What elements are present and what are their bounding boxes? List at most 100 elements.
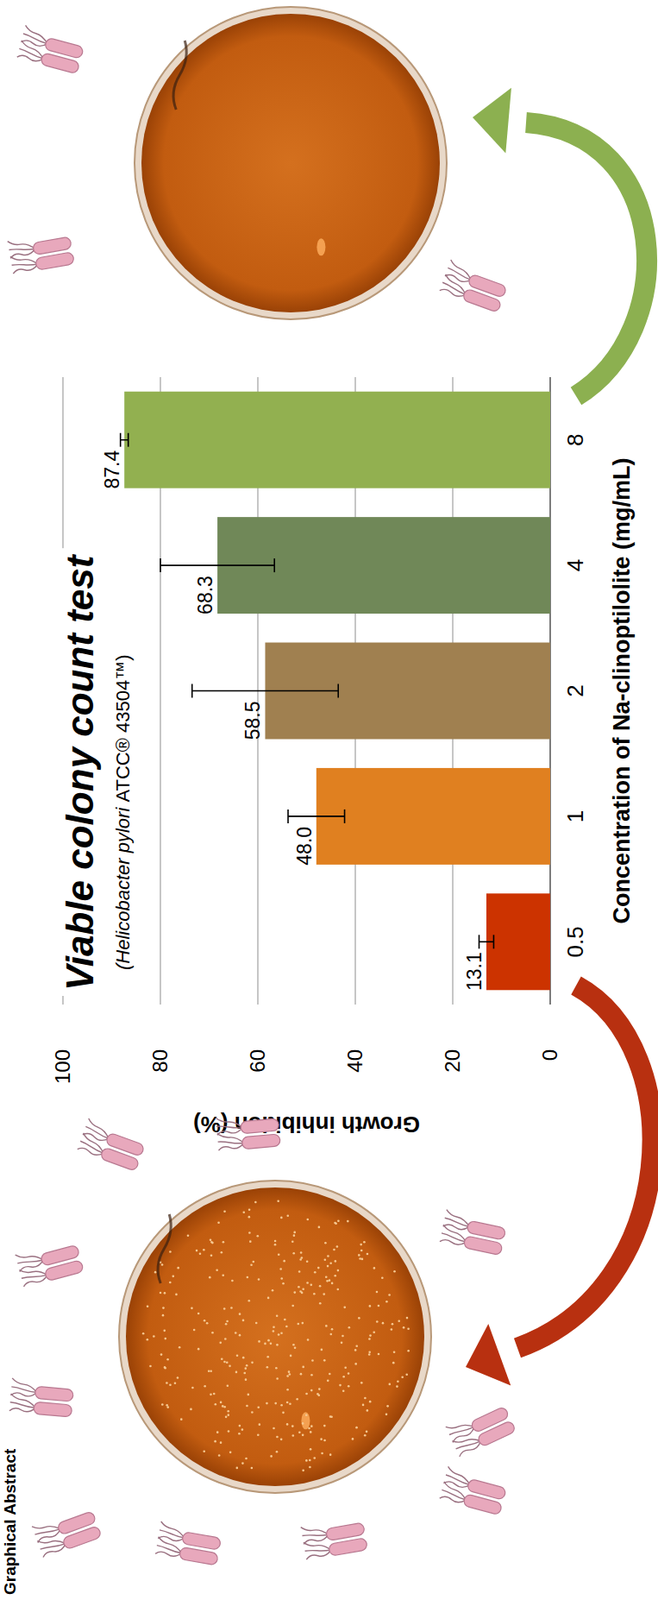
colony [329, 1452, 333, 1455]
bacterium-body [43, 37, 84, 59]
colony [316, 1391, 320, 1395]
colony [324, 1257, 327, 1260]
data-label: 58.5 [241, 701, 264, 740]
colony [256, 1234, 260, 1237]
colony [377, 1352, 381, 1355]
error-bar [120, 432, 129, 447]
colony [358, 1256, 362, 1260]
colony [407, 1348, 410, 1352]
colony [175, 1292, 178, 1296]
colony [244, 1456, 248, 1460]
colony [202, 1448, 206, 1452]
colony [337, 1287, 340, 1291]
colony [209, 1368, 213, 1372]
colony [275, 1435, 279, 1438]
flagellum [451, 1425, 477, 1442]
flagellum [443, 1220, 470, 1231]
colony [297, 1284, 301, 1288]
colony [298, 1269, 301, 1273]
colony [406, 1316, 409, 1319]
colony [235, 1370, 239, 1373]
colony [310, 1283, 314, 1286]
colony [393, 1349, 396, 1353]
colony [225, 1359, 229, 1363]
arrow-body [526, 122, 647, 396]
colony [369, 1333, 372, 1336]
colony [286, 1213, 289, 1216]
colony [301, 1286, 305, 1290]
colony [286, 1400, 289, 1404]
colony [169, 1382, 172, 1385]
error-cap [119, 432, 122, 447]
colony [211, 1240, 214, 1244]
colony [154, 1270, 157, 1273]
colony [313, 1291, 316, 1295]
dish-reflection [316, 238, 326, 256]
colony [249, 1239, 252, 1242]
colony [326, 1264, 330, 1267]
colony [376, 1290, 379, 1293]
colony [369, 1303, 372, 1307]
colony [225, 1322, 228, 1325]
colony [174, 1380, 177, 1384]
colony [162, 1328, 166, 1332]
flagellum [37, 1530, 66, 1551]
colony [225, 1319, 229, 1323]
colony [294, 1345, 297, 1348]
colony [162, 1313, 165, 1316]
colony [203, 1318, 207, 1322]
colony [202, 1247, 206, 1251]
flagellum [41, 1542, 68, 1557]
colony [307, 1217, 310, 1221]
colony [197, 1347, 201, 1350]
bacterium-body [35, 251, 76, 270]
colony [215, 1267, 219, 1271]
colony [222, 1240, 226, 1243]
colony [266, 1365, 270, 1368]
colony [220, 1356, 224, 1360]
bacterium-body [325, 1521, 366, 1540]
colony [178, 1345, 182, 1348]
colony [288, 1372, 292, 1375]
bacterium-icon [445, 1399, 517, 1457]
colony [372, 1329, 376, 1333]
petri-dish [134, 6, 447, 320]
dish-rim [134, 6, 447, 320]
dish-marking [173, 40, 187, 110]
colony [267, 1296, 270, 1299]
colony [329, 1260, 333, 1264]
colony [288, 1369, 291, 1373]
colony [165, 1403, 169, 1406]
colony [286, 1422, 289, 1425]
colony [293, 1290, 296, 1293]
colony [274, 1401, 277, 1404]
colony [305, 1458, 308, 1461]
colony [195, 1248, 199, 1252]
tick-label: 0 [538, 1048, 562, 1060]
colony [329, 1332, 333, 1335]
colony [395, 1384, 399, 1387]
flagellum [218, 1142, 245, 1151]
colony [320, 1451, 324, 1454]
flagellum [451, 1428, 481, 1451]
colony [322, 1291, 326, 1295]
colony [292, 1251, 295, 1254]
colony [366, 1408, 370, 1411]
colony [347, 1371, 351, 1374]
colony [341, 1334, 345, 1337]
colony [391, 1322, 395, 1325]
flagellum [18, 1262, 48, 1281]
colony [342, 1374, 345, 1378]
colony [323, 1423, 326, 1427]
colony [301, 1321, 305, 1324]
colony [407, 1326, 410, 1329]
bar [124, 391, 551, 489]
error-cap [337, 683, 339, 698]
colony [285, 1324, 289, 1328]
dish-marking [157, 1213, 171, 1283]
bacterium-body [34, 1384, 74, 1401]
colony [282, 1410, 285, 1414]
flagellum [11, 1377, 38, 1392]
colony [163, 1366, 167, 1369]
colony [242, 1355, 245, 1359]
